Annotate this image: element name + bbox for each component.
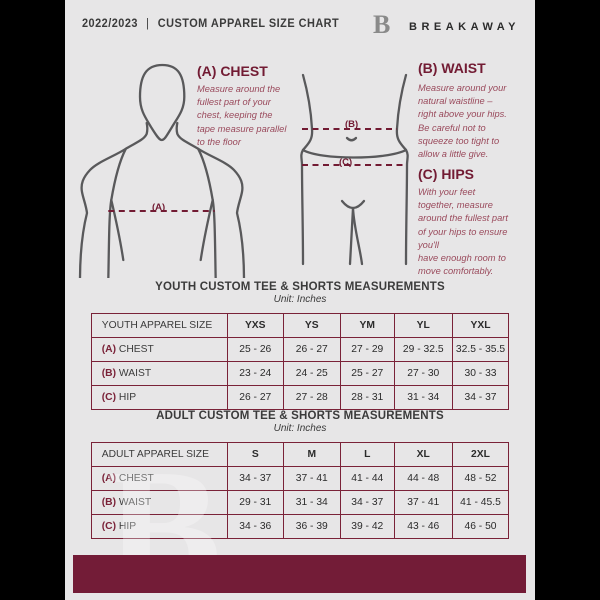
svg-text:B: B [373, 13, 390, 39]
